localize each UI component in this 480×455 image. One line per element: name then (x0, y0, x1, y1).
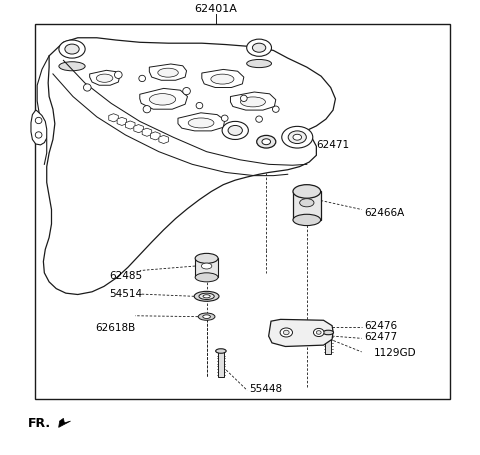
Ellipse shape (222, 122, 248, 140)
Ellipse shape (195, 273, 218, 282)
Polygon shape (202, 70, 244, 88)
Text: 62618B: 62618B (95, 322, 135, 332)
Text: 62466A: 62466A (364, 207, 404, 217)
Ellipse shape (313, 329, 324, 337)
Polygon shape (140, 89, 188, 110)
Text: 54514: 54514 (109, 288, 142, 298)
Ellipse shape (158, 69, 178, 78)
Polygon shape (59, 419, 71, 427)
Circle shape (115, 72, 122, 79)
Text: 62476: 62476 (364, 320, 397, 330)
Polygon shape (125, 121, 135, 130)
Bar (35, 25, 450, 399)
Ellipse shape (252, 44, 266, 53)
Ellipse shape (211, 75, 234, 85)
Text: 62485: 62485 (109, 270, 142, 280)
Ellipse shape (293, 135, 301, 141)
Ellipse shape (59, 41, 85, 59)
Ellipse shape (323, 330, 334, 335)
Polygon shape (109, 115, 118, 122)
Ellipse shape (65, 45, 79, 55)
Ellipse shape (194, 292, 219, 302)
Ellipse shape (203, 315, 210, 319)
Polygon shape (134, 125, 144, 133)
Text: 62471: 62471 (316, 140, 349, 150)
Ellipse shape (228, 126, 242, 136)
Ellipse shape (188, 119, 214, 129)
Ellipse shape (203, 295, 210, 298)
Circle shape (273, 107, 279, 113)
Circle shape (256, 117, 263, 123)
Ellipse shape (282, 127, 313, 149)
Ellipse shape (96, 75, 113, 83)
Ellipse shape (247, 40, 272, 57)
Ellipse shape (288, 131, 306, 144)
Polygon shape (230, 93, 276, 111)
Ellipse shape (201, 263, 212, 269)
Text: 62401A: 62401A (195, 4, 238, 14)
Text: 1129GD: 1129GD (373, 347, 416, 357)
Bar (293, 192, 321, 220)
Polygon shape (90, 71, 120, 86)
Bar (195, 259, 218, 278)
Ellipse shape (195, 254, 218, 264)
Text: 62477: 62477 (364, 331, 397, 341)
Polygon shape (159, 136, 168, 144)
Circle shape (35, 132, 42, 139)
Polygon shape (117, 118, 127, 126)
Ellipse shape (59, 63, 85, 71)
Polygon shape (43, 39, 336, 295)
Circle shape (84, 85, 91, 92)
Polygon shape (142, 129, 152, 137)
Ellipse shape (199, 293, 214, 300)
Circle shape (143, 106, 151, 114)
Polygon shape (178, 114, 225, 131)
Circle shape (35, 118, 42, 124)
Ellipse shape (300, 199, 314, 207)
Ellipse shape (247, 61, 272, 68)
Text: FR.: FR. (28, 416, 51, 430)
Ellipse shape (293, 215, 321, 226)
Circle shape (139, 76, 145, 82)
Bar (218, 351, 224, 377)
Polygon shape (149, 65, 187, 81)
Ellipse shape (280, 328, 292, 337)
Circle shape (196, 103, 203, 110)
Circle shape (221, 116, 228, 122)
Polygon shape (269, 320, 333, 347)
Text: 55448: 55448 (250, 383, 283, 393)
Ellipse shape (216, 349, 226, 354)
Bar (325, 333, 331, 354)
Ellipse shape (262, 140, 271, 145)
Ellipse shape (149, 95, 176, 106)
Ellipse shape (198, 313, 215, 321)
Ellipse shape (257, 136, 276, 149)
Ellipse shape (283, 330, 289, 335)
Circle shape (240, 96, 247, 102)
Ellipse shape (240, 98, 265, 108)
Circle shape (183, 88, 191, 96)
Ellipse shape (293, 185, 321, 199)
Ellipse shape (316, 331, 321, 334)
Polygon shape (151, 132, 160, 141)
Polygon shape (31, 111, 47, 146)
